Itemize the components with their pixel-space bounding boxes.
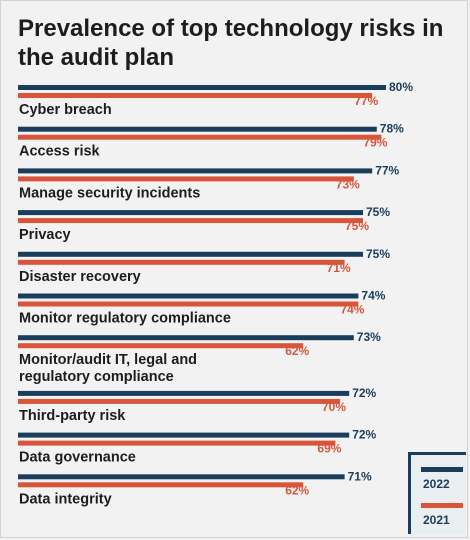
value-label-2021-5: 71% bbox=[327, 261, 351, 275]
value-label-2022-3: 77% bbox=[375, 163, 399, 177]
bar-2021-8 bbox=[18, 398, 340, 404]
bar-2021-3 bbox=[18, 176, 354, 182]
value-label-2021-1: 77% bbox=[354, 94, 378, 108]
bar-2021-4 bbox=[18, 218, 363, 224]
bar-2022-9 bbox=[18, 432, 350, 438]
bar-2022-5 bbox=[18, 251, 363, 257]
value-label-2021-2: 79% bbox=[363, 136, 387, 150]
chart-title: Prevalence of top technology risks in th… bbox=[18, 15, 444, 71]
legend-swatch-2021 bbox=[421, 503, 463, 508]
value-label-2022-4: 75% bbox=[366, 205, 390, 219]
value-label-2022-2: 78% bbox=[380, 122, 404, 136]
category-label-3: Manage security incidents bbox=[19, 185, 200, 201]
bar-2022-4 bbox=[18, 210, 363, 216]
legend-label-2021: 2021 bbox=[423, 513, 450, 527]
bar-2021-7 bbox=[18, 343, 304, 349]
bar-2022-10 bbox=[18, 474, 345, 480]
bar-2021-9 bbox=[18, 440, 336, 446]
value-label-2022-7: 73% bbox=[357, 330, 381, 344]
value-label-2021-9: 69% bbox=[317, 442, 341, 456]
category-label-5: Disaster recovery bbox=[19, 269, 141, 285]
bar-2022-2 bbox=[18, 126, 377, 132]
bar-2021-5 bbox=[18, 259, 345, 265]
category-label-7-line-2: regulatory compliance bbox=[19, 369, 174, 385]
category-label-8: Third-party risk bbox=[19, 408, 126, 424]
value-label-2021-10: 62% bbox=[285, 483, 309, 497]
value-label-2022-9: 72% bbox=[352, 428, 376, 442]
value-label-2021-4: 75% bbox=[345, 219, 369, 233]
value-label-2022-6: 74% bbox=[361, 289, 385, 303]
value-label-2021-3: 73% bbox=[336, 177, 360, 191]
bar-2021-1 bbox=[18, 93, 373, 98]
category-label-6: Monitor regulatory compliance bbox=[19, 311, 231, 327]
legend-label-2022: 2022 bbox=[423, 477, 450, 491]
value-label-2022-10: 71% bbox=[348, 469, 372, 483]
value-label-2022-8: 72% bbox=[352, 386, 376, 400]
category-label-4: Privacy bbox=[19, 227, 71, 243]
value-label-2021-7: 62% bbox=[285, 344, 309, 358]
bar-2022-3 bbox=[18, 168, 373, 174]
legend: 2022 2021 bbox=[408, 452, 466, 534]
bar-2022-7 bbox=[18, 335, 354, 341]
category-label-7-line-1: Monitor/audit IT, legal and bbox=[19, 352, 197, 368]
category-label-10: Data integrity bbox=[19, 491, 112, 507]
bar-2022-1 bbox=[18, 85, 386, 90]
category-label-9: Data governance bbox=[19, 450, 136, 466]
value-label-2022-1: 80% bbox=[389, 80, 413, 94]
bar-2021-2 bbox=[18, 134, 382, 140]
bar-2021-6 bbox=[18, 301, 359, 307]
bar-2022-8 bbox=[18, 390, 350, 396]
value-label-2021-8: 70% bbox=[322, 400, 346, 414]
legend-swatch-2022 bbox=[421, 467, 463, 472]
category-label-2: Access risk bbox=[19, 144, 101, 160]
bar-2022-6 bbox=[18, 293, 359, 299]
category-label-1: Cyber breach bbox=[19, 102, 112, 118]
value-label-2022-5: 75% bbox=[366, 247, 390, 261]
value-label-2021-6: 74% bbox=[340, 303, 364, 317]
bar-2021-10 bbox=[18, 482, 304, 488]
